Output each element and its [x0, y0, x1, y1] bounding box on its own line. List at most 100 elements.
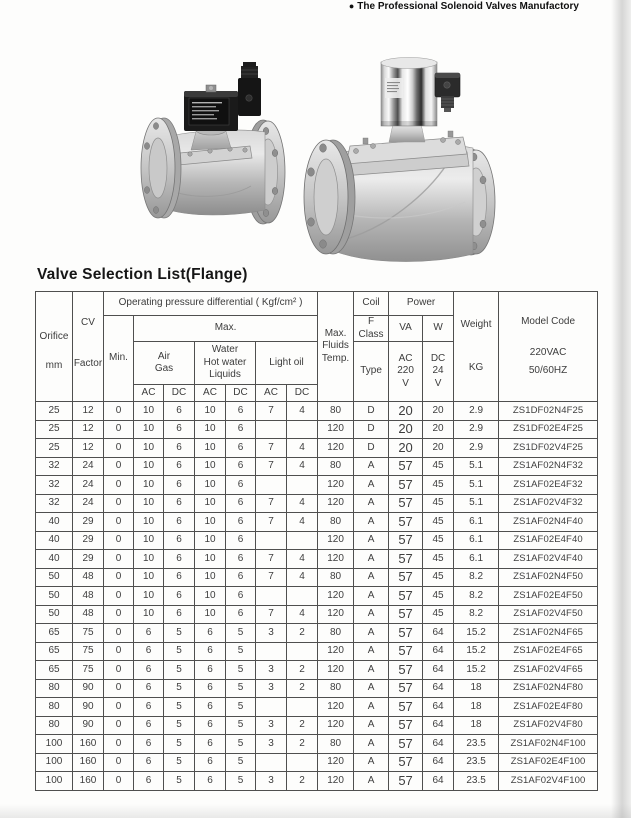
cell-light-oil-ac: 7	[255, 438, 287, 458]
table-row: 100 160 0 6 5 6 5 120 A 57 64 23.5 ZS1AF02E4F100	[35, 752, 599, 772]
cell-model-code: ZS1AF02V4F80	[498, 715, 599, 735]
cell-air-gas-dc: 6	[163, 438, 195, 458]
cell-orifice: 50	[35, 586, 73, 606]
cell-water-ac: 6	[194, 752, 226, 772]
cell-air-gas-dc: 5	[163, 715, 195, 735]
cell-power-va: 57	[388, 549, 424, 569]
cell-light-oil-dc: 2	[285, 678, 319, 698]
cell-cv-factor: 12	[72, 438, 104, 458]
cell-light-oil-dc: 4	[285, 567, 319, 587]
cell-max-fluids-temp: 120	[317, 604, 355, 624]
cell-power-va: 57	[388, 697, 424, 717]
cell-max-fluids-temp: 120	[317, 475, 355, 495]
cell-min: 0	[103, 586, 134, 606]
cell-water-dc: 5	[225, 752, 256, 772]
cell-air-gas-ac: 10	[133, 567, 164, 587]
cell-min: 0	[103, 678, 134, 698]
cell-model-code: ZS1AF02E4F50	[498, 586, 599, 606]
cell-power-va: 57	[388, 586, 424, 606]
cell-air-gas-dc: 6	[163, 419, 195, 439]
cell-model-code: ZS1AF02E4F100	[498, 752, 599, 772]
cell-light-oil-dc: 4	[285, 493, 319, 513]
cell-light-oil-ac	[255, 752, 287, 772]
cell-weight-kg: 5.1	[453, 475, 500, 495]
weight-unit: KG	[468, 361, 484, 373]
cell-water-dc: 5	[225, 734, 256, 754]
table-row: 80 90 0 6 5 6 5 3 2 80 A 57 64 18 ZS1AF02N4F80	[35, 678, 599, 698]
cell-light-oil-dc: 2	[285, 715, 319, 735]
cell-light-oil-ac: 7	[255, 549, 287, 569]
cell-cv-factor: 29	[72, 530, 104, 550]
cell-water-ac: 10	[194, 401, 226, 421]
cell-max-fluids-temp: 120	[317, 660, 355, 680]
cell-weight-kg: 8.2	[453, 586, 500, 606]
solenoid-coil	[380, 57, 438, 127]
cell-light-oil-dc	[285, 586, 319, 606]
cell-water-dc: 6	[225, 475, 256, 495]
cell-water-dc: 6	[225, 530, 256, 550]
cell-water-ac: 6	[194, 715, 226, 735]
cell-model-code: ZS1AF02N4F50	[498, 567, 599, 587]
cell-cv-factor: 75	[72, 623, 104, 643]
cell-min: 0	[103, 660, 134, 680]
cell-light-oil-ac: 3	[255, 660, 287, 680]
cell-coil-type: A	[353, 456, 390, 476]
col-header-w: W	[422, 315, 455, 342]
model-frequency: 50/60HZ	[528, 364, 568, 376]
cell-light-oil-ac: 7	[255, 512, 287, 532]
cell-light-oil-dc	[285, 697, 319, 717]
col-header-f-class: F Class	[353, 315, 390, 342]
solenoid-coil	[184, 84, 238, 131]
cell-max-fluids-temp: 120	[317, 438, 355, 458]
cell-power-va: 57	[388, 641, 424, 661]
cell-max-fluids-temp: 80	[317, 456, 355, 476]
cell-light-oil-ac	[255, 419, 287, 439]
cell-light-oil-dc: 2	[285, 734, 319, 754]
cell-air-gas-dc: 6	[163, 549, 195, 569]
valve-selection-table: Orifice mm CV Factor Operating pressure …	[35, 291, 599, 791]
cell-water-ac: 10	[194, 604, 226, 624]
cell-coil-type: D	[353, 419, 390, 439]
cell-water-dc: 5	[225, 715, 256, 735]
cell-light-oil-ac	[255, 641, 287, 661]
table-row: 40 29 0 10 6 10 6 7 4 120 A 57 45 6.1 ZS1AF02V4F40	[35, 549, 599, 569]
col-header-air-ac: AC	[133, 384, 164, 402]
cell-model-code: ZS1AF02N4F100	[498, 734, 599, 754]
cell-cv-factor: 24	[72, 456, 104, 476]
col-header-air-gas: Air Gas	[133, 341, 195, 385]
cell-orifice: 25	[35, 401, 73, 421]
cell-cv-factor: 12	[72, 401, 104, 421]
cell-power-w: 45	[422, 512, 455, 532]
table-row: 40 29 0 10 6 10 6 120 A 57 45 6.1 ZS1AF02E4F40	[35, 530, 599, 550]
cell-power-va: 57	[388, 604, 424, 624]
cell-cv-factor: 75	[72, 641, 104, 661]
cell-min: 0	[103, 401, 134, 421]
cell-power-w: 20	[422, 401, 455, 421]
cell-power-w: 64	[422, 623, 455, 643]
cell-air-gas-ac: 10	[133, 586, 164, 606]
cell-air-gas-ac: 10	[133, 493, 164, 513]
cell-orifice: 32	[35, 456, 73, 476]
cell-model-code: ZS1AF02V4F100	[498, 771, 599, 791]
col-header-weight: Weight KG	[453, 291, 500, 402]
cell-power-w: 20	[422, 419, 455, 439]
cell-air-gas-ac: 6	[133, 734, 164, 754]
cell-air-gas-ac: 6	[133, 752, 164, 772]
cell-water-dc: 5	[225, 660, 256, 680]
table-row: 65 75 0 6 5 6 5 120 A 57 64 15.2 ZS1AF02E4F65	[35, 641, 599, 661]
cell-power-va: 57	[388, 530, 424, 550]
cell-orifice: 25	[35, 419, 73, 439]
cell-coil-type: A	[353, 475, 390, 495]
cell-weight-kg: 23.5	[453, 771, 500, 791]
cell-model-code: ZS1AF02V4F65	[498, 660, 599, 680]
cell-air-gas-dc: 6	[163, 475, 195, 495]
cell-air-gas-ac: 6	[133, 641, 164, 661]
table-row: 50 48 0 10 6 10 6 7 4 120 A 57 45 8.2 ZS1AF02V4F50	[35, 604, 599, 624]
cell-power-va: 20	[388, 401, 424, 421]
cell-weight-kg: 15.2	[453, 641, 500, 661]
cell-max-fluids-temp: 80	[317, 623, 355, 643]
col-header-orifice: Orifice mm	[35, 291, 73, 402]
cell-power-va: 57	[388, 456, 424, 476]
table-row: 25 12 0 10 6 10 6 7 4 80 D 20 20 2.9 ZS1DF02N4F25	[35, 401, 599, 421]
col-header-va: VA	[388, 315, 424, 342]
